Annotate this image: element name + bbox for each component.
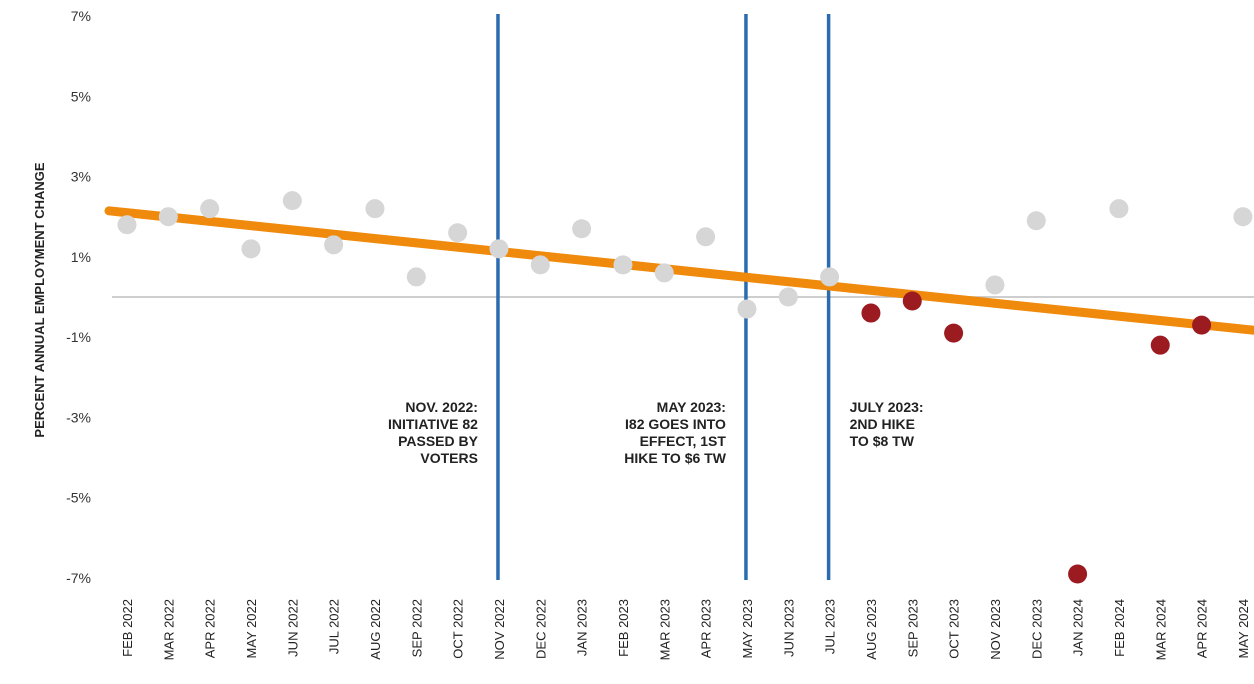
y-tick-label: 5% xyxy=(71,88,91,104)
event-annotation-line: NOV. 2022: xyxy=(405,399,478,415)
data-point xyxy=(820,267,840,287)
x-tick-label: APR 2022 xyxy=(203,599,218,658)
data-point xyxy=(1109,199,1129,219)
x-tick-label: MAY 2022 xyxy=(244,599,259,659)
x-tick-label: DEC 2022 xyxy=(533,599,548,659)
x-tick-label: MAY 2023 xyxy=(740,599,755,659)
data-point-highlighted xyxy=(902,291,922,311)
x-tick-label: DEC 2023 xyxy=(1029,599,1044,659)
data-point-highlighted xyxy=(944,323,964,343)
x-tick-label: JUN 2022 xyxy=(285,599,300,657)
x-tick-label: MAR 2022 xyxy=(161,599,176,660)
data-point xyxy=(778,287,798,307)
y-tick-label: -3% xyxy=(66,409,91,425)
data-point xyxy=(365,199,385,219)
data-point xyxy=(324,235,344,255)
event-annotation-line: PASSED BY xyxy=(398,433,479,449)
x-tick-label: JAN 2024 xyxy=(1071,599,1086,656)
x-tick-label: MAR 2024 xyxy=(1153,599,1168,660)
x-tick-label: FEB 2022 xyxy=(120,599,135,657)
data-point xyxy=(448,223,468,243)
data-point xyxy=(1233,207,1253,227)
x-tick-label: APR 2023 xyxy=(699,599,714,658)
x-tick-label: APR 2024 xyxy=(1195,599,1210,658)
x-tick-label: JUN 2023 xyxy=(781,599,796,657)
x-tick-label: SEP 2023 xyxy=(905,599,920,657)
trendline-layer xyxy=(104,206,1254,335)
trendline xyxy=(104,206,1254,335)
data-point xyxy=(696,227,716,247)
data-point xyxy=(117,215,137,235)
x-tick-label: OCT 2022 xyxy=(451,599,466,659)
y-tick-label: 1% xyxy=(71,249,91,265)
y-tick-label: 3% xyxy=(71,169,91,185)
data-point xyxy=(241,239,261,259)
data-point-highlighted xyxy=(1192,315,1212,335)
x-tick-label: SEP 2022 xyxy=(409,599,424,657)
data-point xyxy=(530,255,550,275)
data-point xyxy=(489,239,509,259)
data-point xyxy=(406,267,426,287)
data-point xyxy=(572,219,592,239)
event-annotation: NOV. 2022: INITIATIVE 82 PASSED BY VOTERS xyxy=(388,399,479,466)
x-axis: FEB 2022 MAR 2022 APR 2022 MAY 2022 JUN 2022… xyxy=(120,599,1251,660)
x-tick-label: OCT 2023 xyxy=(947,599,962,659)
data-point xyxy=(200,199,220,219)
data-point xyxy=(613,255,633,275)
event-annotation: MAY 2023: I82 GOES INTO EFFECT, 1ST HIKE TO… xyxy=(624,399,726,466)
y-axis-label: PERCENT ANNUAL EMPLOYMENT CHANGE xyxy=(32,162,47,438)
x-tick-label: FEB 2023 xyxy=(616,599,631,657)
data-point xyxy=(158,207,178,227)
event-annotation-line: EFFECT, 1ST xyxy=(640,433,727,449)
y-tick-label: 7% xyxy=(71,8,91,24)
y-tick-label: -1% xyxy=(66,329,91,345)
data-point xyxy=(654,263,674,283)
x-tick-label: NOV 2023 xyxy=(988,599,1003,660)
y-tick-label: -5% xyxy=(66,490,91,506)
annotations-layer: NOV. 2022: INITIATIVE 82 PASSED BY VOTERS MA… xyxy=(388,399,924,466)
y-tick-label: -7% xyxy=(66,570,91,586)
event-annotation: JULY 2023: 2ND HIKE TO $8 TW xyxy=(850,399,924,449)
event-annotation-line: I82 GOES INTO xyxy=(625,416,726,432)
x-tick-label: JAN 2023 xyxy=(575,599,590,656)
data-point xyxy=(1026,211,1046,231)
x-tick-label: MAY 2024 xyxy=(1236,599,1251,659)
event-annotation-line: TO $8 TW xyxy=(850,433,915,449)
x-tick-label: JUL 2023 xyxy=(823,599,838,654)
data-point xyxy=(737,299,757,319)
x-tick-label: MAR 2023 xyxy=(657,599,672,660)
x-tick-label: FEB 2024 xyxy=(1112,599,1127,657)
data-point xyxy=(282,191,302,211)
x-tick-label: AUG 2023 xyxy=(864,599,879,660)
y-axis: 7% 5% 3% 1% -1% -3% -5% -7% xyxy=(66,8,91,586)
data-point-highlighted xyxy=(861,303,881,323)
event-annotation-line: INITIATIVE 82 xyxy=(388,416,478,432)
data-point xyxy=(985,275,1005,295)
data-point-highlighted xyxy=(1068,564,1088,584)
event-annotation-line: VOTERS xyxy=(420,450,478,466)
x-tick-label: NOV 2022 xyxy=(492,599,507,660)
event-lines-layer xyxy=(496,14,831,580)
event-annotation-line: 2ND HIKE xyxy=(850,416,915,432)
points-layer xyxy=(117,191,1253,584)
x-tick-label: AUG 2022 xyxy=(368,599,383,660)
x-tick-label: JUL 2022 xyxy=(327,599,342,654)
event-annotation-line: MAY 2023: xyxy=(657,399,726,415)
event-annotation-line: JULY 2023: xyxy=(850,399,924,415)
data-point-highlighted xyxy=(1150,335,1170,355)
event-annotation-line: HIKE TO $6 TW xyxy=(624,450,726,466)
